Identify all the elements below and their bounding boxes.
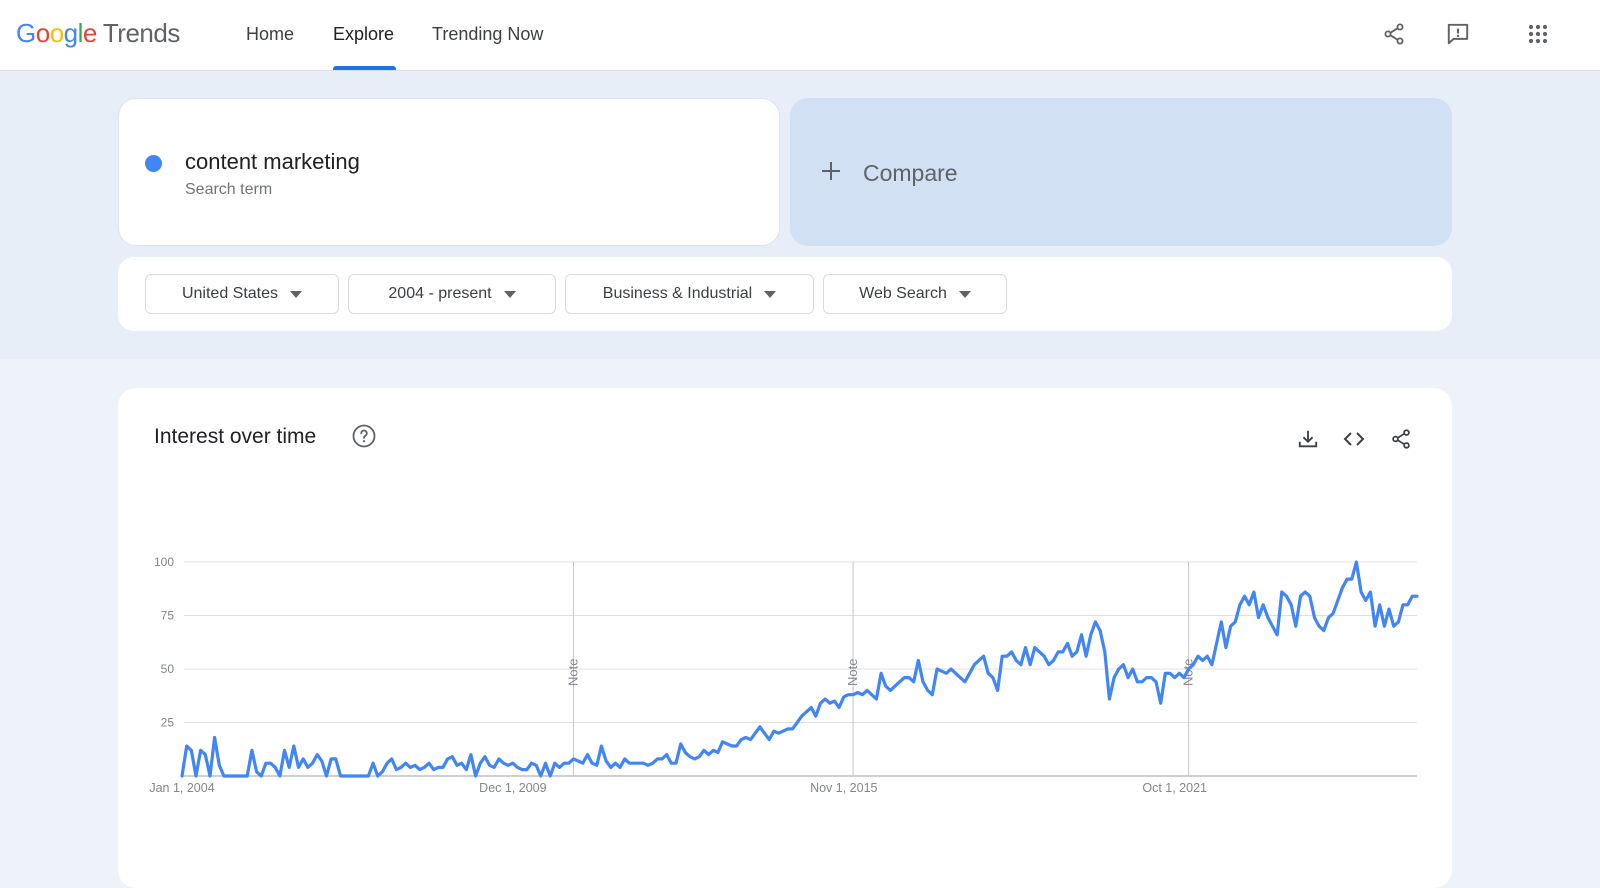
y-tick-label: 75 [161, 609, 175, 623]
time-range-filter[interactable]: 2004 - present [348, 274, 556, 314]
dropdown-arrow-icon [958, 290, 971, 298]
dropdown-arrow-icon [503, 290, 516, 298]
search-term-text[interactable]: content marketing [185, 149, 360, 174]
x-tick-label: Dec 1, 2009 [479, 781, 546, 795]
apps-grid-icon[interactable] [1524, 20, 1552, 48]
embed-icon[interactable] [1341, 426, 1367, 452]
dropdown-arrow-icon [290, 290, 303, 298]
logo-product-name: Trends [102, 18, 180, 48]
logo-letter: e [82, 18, 97, 48]
google-trends-logo[interactable]: Google Trends [16, 18, 180, 49]
feedback-icon[interactable] [1444, 20, 1472, 48]
note-marker-label[interactable]: Note [845, 659, 860, 686]
compare-button[interactable]: Compare [790, 98, 1452, 246]
x-tick-label: Jan 1, 2004 [149, 781, 214, 795]
logo-letter: G [16, 18, 36, 48]
share-icon[interactable] [1388, 426, 1414, 452]
region-filter[interactable]: United States [145, 274, 339, 314]
region-filter-label: United States [181, 285, 279, 302]
series-color-dot [145, 155, 162, 172]
y-tick-label: 50 [161, 662, 175, 676]
logo-letter: l [77, 18, 84, 48]
nav-home[interactable]: Home [246, 24, 295, 44]
dropdown-arrow-icon [764, 290, 777, 298]
time-range-filter-label: 2004 - present [388, 285, 492, 302]
logo-letter: o [35, 18, 50, 48]
filter-bar: United States 2004 - present Business & … [118, 257, 1452, 331]
search-type-filter[interactable]: Web Search [823, 274, 1007, 314]
category-filter[interactable]: Business & Industrial [565, 274, 814, 314]
search-type-filter-label: Web Search [859, 285, 947, 302]
search-term-type: Search term [185, 181, 273, 198]
share-icon[interactable] [1380, 20, 1408, 48]
compare-label: Compare [863, 160, 958, 186]
y-tick-label: 25 [161, 716, 175, 730]
x-tick-label: Nov 1, 2015 [810, 781, 877, 795]
help-icon[interactable] [352, 424, 376, 448]
note-marker-label[interactable]: Note [565, 659, 580, 686]
plus-icon [820, 156, 842, 188]
search-term-card[interactable]: content marketing Search term [118, 98, 780, 246]
interest-over-time-card: Interest over time Note Note Note 25 50 75 10… [118, 388, 1452, 888]
series-line-content-marketing[interactable] [180, 560, 1419, 778]
chart-card-title: Interest over time [154, 425, 317, 448]
category-filter-label: Business & Industrial [602, 285, 753, 302]
nav-active-indicator [333, 66, 396, 70]
nav-trending-now[interactable]: Trending Now [432, 24, 544, 44]
download-icon[interactable] [1295, 426, 1321, 452]
x-tick-label: Oct 1, 2021 [1142, 781, 1207, 795]
logo-letter: o [49, 18, 64, 48]
top-app-bar: Google Trends Home Explore Trending Now [0, 0, 1600, 71]
logo-letter: g [63, 18, 78, 48]
nav-explore[interactable]: Explore [333, 24, 395, 44]
y-tick-label: 100 [154, 555, 174, 569]
